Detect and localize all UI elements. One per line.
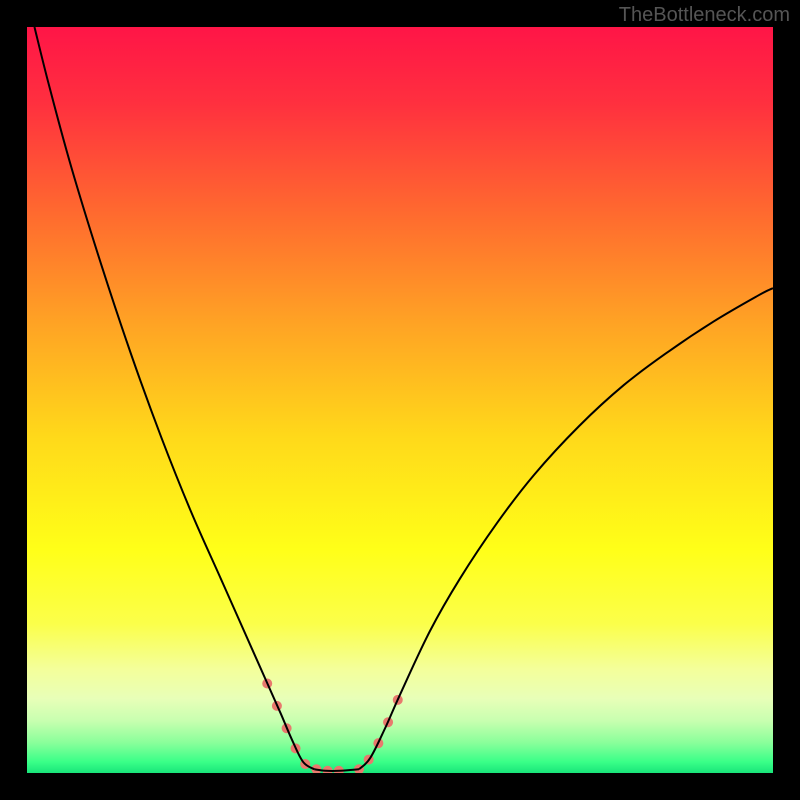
- curve-layer: [27, 27, 773, 773]
- figure-canvas: TheBottleneck.com: [0, 0, 800, 800]
- highlight-left-dots: [262, 678, 344, 773]
- curve-right: [359, 288, 773, 769]
- curve-left: [34, 27, 314, 769]
- watermark-text: TheBottleneck.com: [619, 4, 790, 27]
- plot-area: [27, 27, 773, 773]
